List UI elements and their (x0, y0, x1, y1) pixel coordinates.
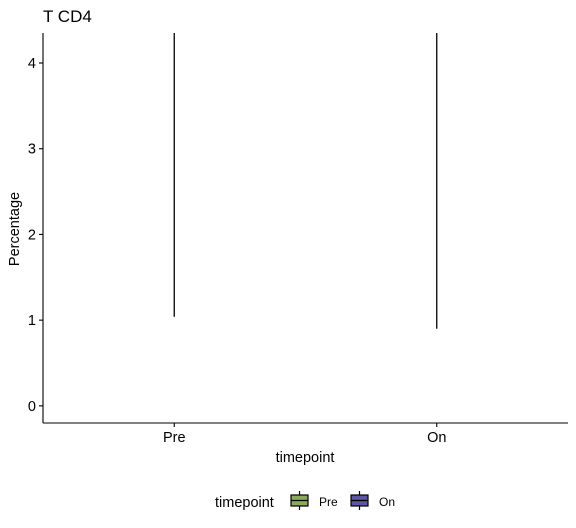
y-tick-label: 0 (28, 399, 36, 415)
x-tick-label: On (427, 430, 446, 446)
y-tick-label: 1 (28, 313, 36, 329)
chart-title: T CD4 (43, 7, 92, 26)
plot-marks (173, 33, 438, 329)
y-tick-label: 3 (28, 142, 36, 158)
legend-key-on (350, 491, 369, 510)
legend-label: On (379, 495, 395, 509)
x-axis-label: timepoint (276, 450, 335, 466)
x-tick-label: Pre (163, 430, 186, 446)
x-axis: Pre On (43, 422, 568, 446)
y-tick-label: 2 (28, 227, 36, 243)
y-axis-label: Percentage (7, 192, 23, 266)
y-tick-label: 4 (28, 56, 36, 72)
y-axis: 0 1 2 3 4 (28, 33, 44, 423)
legend-key-pre (290, 491, 309, 510)
legend-label: Pre (319, 495, 338, 509)
legend: timepoint Pre On (215, 491, 395, 511)
legend-title: timepoint (215, 495, 274, 511)
